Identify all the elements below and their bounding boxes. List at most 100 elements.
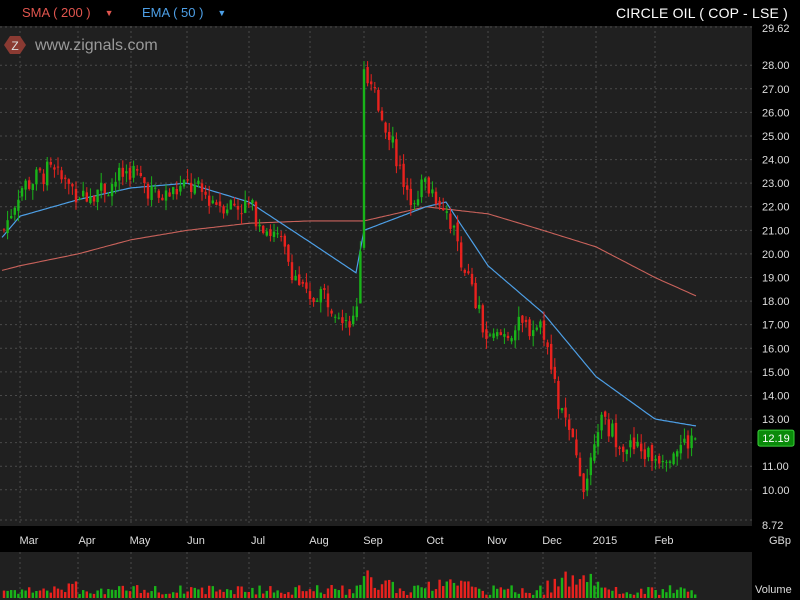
- candle: [150, 176, 153, 207]
- ema-dropdown-icon[interactable]: ▼: [217, 8, 227, 18]
- candle: [492, 328, 495, 341]
- volume-bar: [668, 585, 672, 598]
- volume-bar: [452, 582, 456, 598]
- candle: [344, 312, 348, 328]
- volume-bar: [413, 585, 416, 598]
- volume-bar: [514, 592, 517, 598]
- volume-bar: [92, 593, 96, 598]
- candle: [373, 82, 376, 93]
- currency-label: GBp: [769, 535, 791, 547]
- volume-bar: [258, 585, 261, 598]
- volume-bar: [679, 587, 682, 598]
- y-tick-label: 16.00: [762, 343, 790, 355]
- candle: [85, 187, 88, 203]
- candle: [326, 285, 330, 317]
- candle: [614, 414, 618, 457]
- x-tick-label: Mar: [20, 535, 39, 547]
- sma-dropdown-icon[interactable]: ▼: [104, 8, 114, 18]
- candle: [456, 215, 459, 252]
- volume-bar: [211, 586, 214, 598]
- x-tick-label: Jul: [251, 535, 265, 547]
- candle: [604, 410, 607, 425]
- candle: [629, 434, 632, 458]
- volume-bar: [290, 594, 294, 598]
- candle: [337, 312, 340, 320]
- candle: [416, 190, 420, 207]
- volume-bar: [305, 591, 308, 598]
- volume-bar: [312, 591, 315, 598]
- candle: [204, 185, 207, 199]
- candle: [388, 122, 391, 151]
- volume-bar: [470, 586, 474, 598]
- volume-bar: [373, 587, 376, 598]
- volume-bar: [204, 594, 207, 598]
- volume-bar: [244, 591, 247, 598]
- candle: [625, 449, 628, 462]
- volume-bar: [10, 590, 13, 598]
- candle: [607, 413, 610, 443]
- volume-bar: [694, 594, 697, 598]
- volume-bar: [398, 588, 402, 598]
- y-tick-label: 18.00: [762, 296, 790, 308]
- candle: [560, 407, 564, 414]
- volume-bar: [280, 592, 283, 598]
- candle: [53, 164, 56, 178]
- y-tick-label: 13.00: [762, 414, 790, 426]
- candle: [60, 166, 63, 184]
- volume-bar: [121, 585, 124, 598]
- volume-bar: [262, 593, 265, 598]
- volume-bar: [330, 585, 333, 598]
- candle: [532, 320, 535, 347]
- candle: [283, 233, 286, 255]
- volume-bar: [344, 594, 348, 598]
- volume-bar: [31, 592, 34, 598]
- candle: [276, 226, 279, 239]
- volume-bar: [6, 590, 9, 598]
- candle: [236, 198, 240, 220]
- candle: [272, 223, 276, 242]
- volume-bar: [420, 587, 423, 598]
- volume-bar: [17, 593, 20, 598]
- volume-bar: [593, 585, 596, 598]
- x-axis-band: [0, 526, 800, 552]
- candle: [128, 161, 132, 187]
- volume-bar: [67, 583, 70, 598]
- candle: [380, 107, 384, 122]
- candle: [499, 329, 502, 336]
- volume-bar: [658, 594, 661, 598]
- y-tick-label: 26.00: [762, 107, 790, 119]
- sma-indicator-toggle[interactable]: SMA ( 200 ) ▼: [22, 5, 114, 20]
- candle: [686, 430, 690, 459]
- candle: [593, 434, 596, 464]
- volume-bar: [114, 590, 117, 598]
- y-tick-label: 8.72: [762, 520, 783, 532]
- volume-bar: [359, 584, 362, 598]
- volume-bar: [650, 587, 654, 598]
- candle: [132, 160, 135, 183]
- candle: [71, 182, 74, 195]
- candle: [74, 181, 78, 210]
- candle: [557, 376, 560, 419]
- candle: [186, 169, 189, 184]
- candle: [290, 254, 294, 284]
- volume-bar: [568, 586, 571, 598]
- volume-bar: [416, 585, 420, 598]
- volume-bar: [488, 594, 492, 598]
- volume-bar: [265, 590, 268, 598]
- x-tick-label: Jun: [187, 535, 205, 547]
- x-tick-label: Dec: [542, 535, 562, 547]
- volume-bar: [128, 591, 132, 598]
- candle: [265, 227, 268, 237]
- volume-bar: [366, 570, 369, 598]
- y-tick-label: 28.00: [762, 60, 790, 72]
- candle: [679, 434, 682, 460]
- volume-bar: [665, 592, 668, 598]
- price-plot-area[interactable]: [0, 26, 752, 526]
- candles-group: [2, 61, 697, 500]
- candle: [175, 181, 178, 200]
- candle: [661, 454, 664, 469]
- watermark: Z www.zignals.com: [4, 36, 158, 54]
- candle: [370, 74, 373, 91]
- ema-indicator-toggle[interactable]: EMA ( 50 ) ▼: [142, 5, 226, 20]
